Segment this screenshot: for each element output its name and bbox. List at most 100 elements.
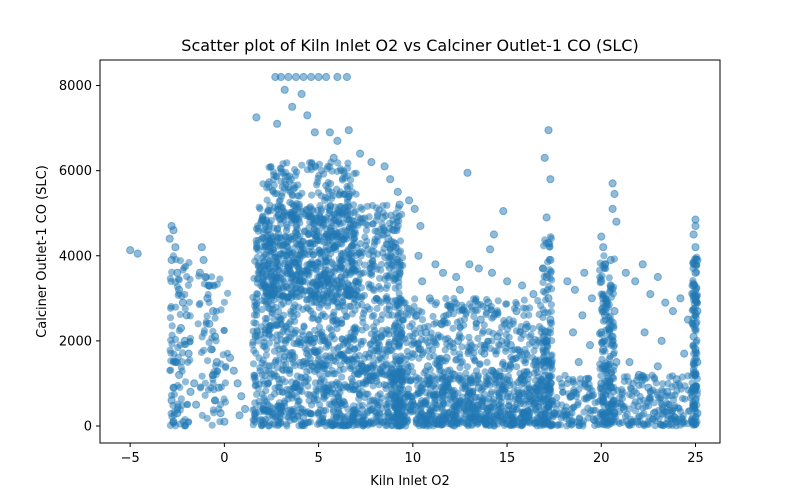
dense-point [317, 248, 325, 256]
dense-point [430, 398, 439, 406]
dense-point [279, 388, 287, 396]
dense-point [655, 415, 663, 423]
dense-point [384, 399, 392, 407]
dense-point [398, 373, 407, 381]
dense-point [407, 400, 415, 408]
dense-point [596, 420, 604, 428]
dense-point [258, 359, 266, 367]
dense-point [329, 217, 338, 225]
dense-point [449, 324, 457, 332]
data-point [197, 243, 206, 252]
dense-point [554, 420, 563, 429]
dense-point [352, 169, 360, 177]
dense-point [315, 316, 323, 324]
dense-point [362, 220, 370, 228]
dense-point [343, 313, 351, 321]
dense-point [324, 178, 332, 187]
data-point [386, 175, 395, 184]
dense-point [520, 296, 528, 304]
dense-point [252, 225, 260, 233]
dense-point [266, 331, 274, 339]
data-point [508, 404, 517, 414]
dense-point [197, 383, 205, 391]
dense-point [333, 298, 341, 306]
dense-point [313, 178, 321, 186]
dense-point [274, 416, 282, 424]
data-point [273, 119, 282, 128]
dense-point [320, 362, 328, 370]
dense-point [304, 250, 312, 259]
dense-point [216, 275, 224, 283]
dense-point [391, 275, 399, 283]
dense-point [494, 297, 502, 305]
dense-point [393, 218, 401, 226]
dense-point [329, 317, 337, 325]
data-point [288, 102, 297, 111]
dense-point [253, 390, 261, 398]
dense-point [366, 270, 374, 278]
dense-point [319, 418, 327, 426]
dense-point [348, 266, 356, 274]
data-point [589, 415, 598, 424]
dense-point [397, 295, 405, 303]
data-point [521, 324, 531, 333]
dense-point [670, 396, 678, 404]
dense-point [308, 191, 316, 199]
dense-point [201, 391, 209, 399]
dense-point [497, 412, 505, 420]
data-point [657, 336, 666, 345]
data-point [546, 255, 555, 265]
dense-point [355, 258, 363, 267]
dense-point [368, 312, 376, 320]
data-point [693, 255, 702, 265]
data-point [237, 392, 246, 401]
dense-point [341, 381, 349, 389]
dense-point [477, 341, 485, 349]
dense-point [391, 352, 399, 360]
data-point [693, 358, 702, 367]
dense-point [344, 159, 352, 167]
dense-point [305, 397, 313, 405]
data-point [180, 336, 189, 345]
dense-point [345, 347, 354, 355]
dense-point [462, 308, 470, 316]
dense-point [512, 298, 520, 307]
dense-point [340, 365, 348, 373]
dense-point [279, 285, 287, 293]
dense-point [584, 394, 592, 402]
data-point [356, 149, 365, 158]
dense-point [385, 416, 393, 425]
dense-point [390, 396, 398, 404]
dense-point [168, 322, 176, 330]
dense-point [292, 285, 300, 293]
dense-point [368, 247, 376, 255]
x-tick-label: 15 [499, 451, 516, 466]
data-point [518, 281, 527, 290]
dense-point [319, 412, 327, 420]
dense-point [335, 191, 343, 199]
data-point [446, 302, 455, 311]
dense-point [280, 399, 288, 407]
data-point [252, 113, 261, 122]
dense-point [291, 415, 299, 423]
dense-point [283, 221, 291, 229]
data-point [165, 234, 174, 243]
dense-point [358, 205, 366, 213]
dense-point [363, 202, 372, 210]
dense-point [507, 363, 515, 371]
dense-point [270, 390, 279, 398]
dense-point [444, 334, 452, 342]
dense-point [600, 252, 608, 260]
dense-point [378, 231, 386, 239]
dense-point [264, 400, 272, 409]
dense-point [322, 258, 330, 266]
dense-point [261, 372, 269, 380]
dense-point [441, 415, 449, 424]
dense-point [347, 244, 355, 252]
data-point [544, 126, 553, 135]
dense-point [293, 393, 301, 401]
dense-point [342, 231, 351, 240]
dense-point [606, 288, 614, 296]
data-point [691, 319, 700, 328]
dense-point [335, 406, 343, 414]
